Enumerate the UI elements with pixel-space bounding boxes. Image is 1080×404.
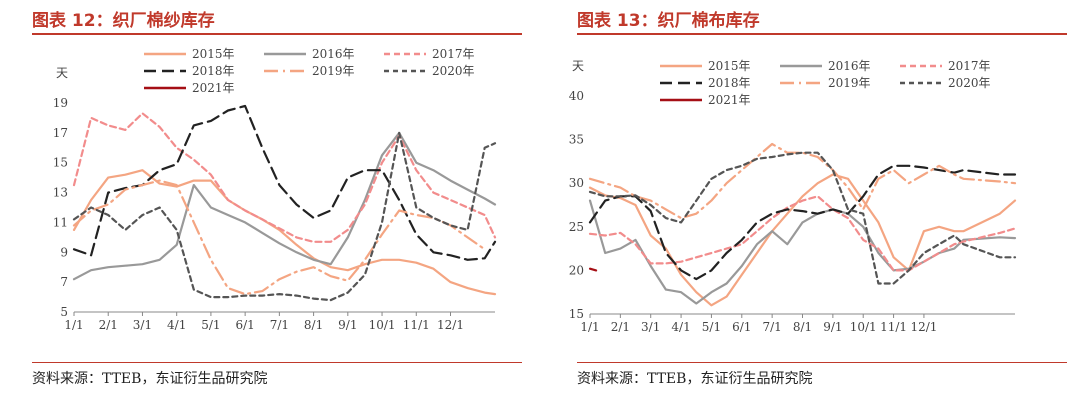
y-tick-label: 19 xyxy=(53,96,68,110)
chart-title: 图表 13：织厂棉布库存 xyxy=(577,11,760,31)
y-tick-label: 15 xyxy=(53,156,68,170)
x-tick-label: 4/1 xyxy=(671,320,690,334)
source-note: 资料来源：TTEB，东证衍生品研究院 xyxy=(32,371,268,387)
x-tick-label: 2/1 xyxy=(611,320,630,334)
series-line xyxy=(588,151,1017,285)
legend-label: 2016年 xyxy=(312,47,355,61)
y-axis-label: 天 xyxy=(56,66,68,80)
legend-label: 2019年 xyxy=(828,76,871,90)
x-tick-label: 11/1 xyxy=(880,320,907,334)
source-rule xyxy=(32,362,522,363)
y-tick-label: 13 xyxy=(53,186,68,200)
chart-title: 图表 12：织厂棉纱库存 xyxy=(32,11,215,31)
series-line xyxy=(588,199,1017,305)
x-tick-label: 9/1 xyxy=(338,318,357,332)
series-line xyxy=(588,195,1017,272)
legend-label: 2018年 xyxy=(192,64,235,78)
series-line xyxy=(72,169,497,296)
series-line xyxy=(588,267,598,272)
legend-label: 2020年 xyxy=(948,76,991,90)
title-rule xyxy=(577,33,1067,35)
x-tick-label: 3/1 xyxy=(133,318,152,332)
x-tick-label: 7/1 xyxy=(270,318,289,332)
y-tick-label: 40 xyxy=(569,89,584,103)
right-panel: 图表 13：织厂棉布库存 天 15 20 25 30 35 40 1/1 2/1 3/1 4/1 5/… xyxy=(545,0,1075,404)
y-axis-label: 天 xyxy=(572,59,584,73)
x-tick-label: 9/1 xyxy=(823,320,842,334)
legend-label: 2015年 xyxy=(708,59,751,73)
x-tick-label: 1/1 xyxy=(64,318,83,332)
y-tick-label: 20 xyxy=(569,263,584,277)
x-tick-label: 8/1 xyxy=(793,320,812,334)
x-tick-label: 10/1 xyxy=(850,320,877,334)
legend-label: 2015年 xyxy=(192,47,235,61)
source-rule xyxy=(577,362,1067,363)
x-tick-label: 12/1 xyxy=(437,318,464,332)
y-tick-label: 15 xyxy=(569,307,584,321)
series-line xyxy=(72,179,486,296)
x-tick-label: 5/1 xyxy=(201,318,220,332)
x-tick-label: 10/1 xyxy=(369,318,396,332)
x-tick-label: 11/1 xyxy=(403,318,430,332)
y-tick-label: 25 xyxy=(569,220,584,234)
legend-label: 2016年 xyxy=(828,59,871,73)
legend-label: 2018年 xyxy=(708,76,751,90)
series-line xyxy=(72,104,497,261)
series-line xyxy=(72,112,497,243)
legend-label: 2021年 xyxy=(708,93,751,107)
source-note: 资料来源：TTEB，东证衍生品研究院 xyxy=(577,371,813,387)
series-line xyxy=(588,164,1017,281)
legend-label: 2017年 xyxy=(948,59,991,73)
y-tick-label: 7 xyxy=(60,275,68,289)
yarn-inventory-chart: 天 5 7 9 11 13 15 17 19 1/1 2/1 3/1 4/1 5/1 6/1 7/1 8/1 9/… xyxy=(53,47,497,332)
y-tick-label: 17 xyxy=(53,126,68,140)
y-tick-label: 11 xyxy=(53,215,68,229)
series-line xyxy=(72,131,497,281)
x-tick-label: 6/1 xyxy=(235,318,254,332)
x-tick-label: 3/1 xyxy=(641,320,660,334)
legend-label: 2020年 xyxy=(432,64,475,78)
legend-label: 2019年 xyxy=(312,64,355,78)
cloth-inventory-chart: 天 15 20 25 30 35 40 1/1 2/1 3/1 4/1 5/1 6/1 7/1 8/1 9/1… xyxy=(569,59,1017,334)
y-tick-label: 35 xyxy=(569,133,584,147)
legend-label: 2017年 xyxy=(432,47,475,61)
x-tick-label: 1/1 xyxy=(580,320,599,334)
series-line xyxy=(588,173,1017,307)
series-line xyxy=(588,142,1017,220)
title-rule xyxy=(32,33,522,35)
x-tick-label: 7/1 xyxy=(762,320,781,334)
x-tick-label: 2/1 xyxy=(99,318,118,332)
x-tick-label: 8/1 xyxy=(304,318,323,332)
legend-label: 2021年 xyxy=(192,81,235,95)
series-line xyxy=(72,131,497,302)
y-tick-label: 30 xyxy=(569,176,584,190)
x-tick-label: 4/1 xyxy=(167,318,186,332)
x-tick-label: 6/1 xyxy=(732,320,751,334)
y-tick-label: 9 xyxy=(60,245,68,259)
left-panel: 图表 12：织厂棉纱库存 天 5 7 9 11 13 15 17 19 1/1 2/1 3/1 4/1 5… xyxy=(0,0,530,404)
x-tick-label: 5/1 xyxy=(702,320,721,334)
x-tick-label: 12/1 xyxy=(910,320,937,334)
y-tick-label: 5 xyxy=(60,305,68,319)
